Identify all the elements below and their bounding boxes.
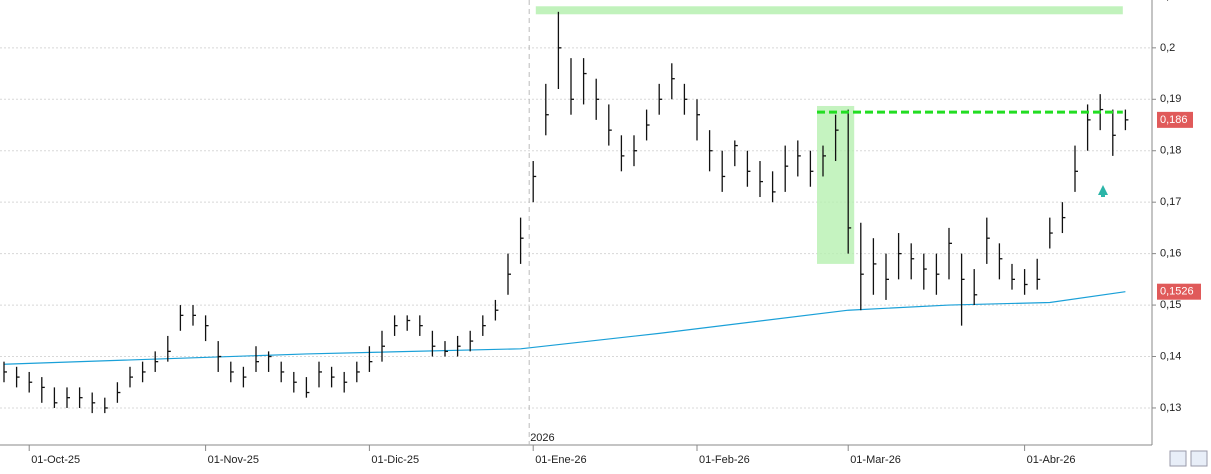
save-button[interactable] (1190, 450, 1208, 467)
x-tick-label: 01-Mar-26 (850, 454, 901, 466)
y-tick-label: 0,15 (1160, 299, 1181, 311)
resistance-band (535, 6, 1123, 15)
y-tick-label: 0,13 (1160, 402, 1181, 414)
x-tick-label: 01-Dic-25 (371, 454, 419, 466)
y-tick-label: 0,19 (1160, 93, 1181, 105)
x-tick-label: 01-Oct-25 (31, 454, 80, 466)
year-label: 2026 (530, 432, 554, 444)
x-tick-label: 01-Feb-26 (699, 454, 750, 466)
y-tick-label: 0,21 (1160, 0, 1181, 2)
x-tick-label: 01-Nov-25 (208, 454, 259, 466)
price-tag (1157, 111, 1193, 128)
x-tick-label: 01-Abr-26 (1027, 454, 1076, 466)
arrow-icon (1098, 185, 1108, 197)
price-tag (1157, 283, 1201, 300)
y-tick-label: 0,14 (1160, 350, 1181, 362)
y-tick-label: 0,18 (1160, 145, 1181, 157)
scroll-button[interactable] (1169, 450, 1187, 467)
price-tag-label: 0,1526 (1160, 286, 1194, 298)
price-tag-label: 0,186 (1160, 114, 1188, 126)
y-tick-label: 0,16 (1160, 248, 1181, 260)
y-tick-label: 0,17 (1160, 196, 1181, 208)
y-tick-label: 0,2 (1160, 42, 1175, 54)
x-tick-label: 01-Ene-26 (535, 454, 586, 466)
moving-average-line (3, 291, 1126, 365)
